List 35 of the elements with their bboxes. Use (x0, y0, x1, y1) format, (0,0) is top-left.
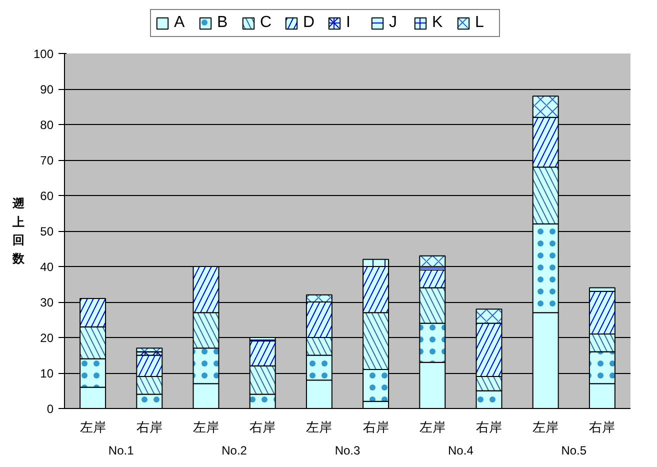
x-tick-label: 右岸 (476, 420, 502, 434)
y-tick-label: 0 (46, 402, 54, 416)
text: No.4 (448, 444, 474, 458)
text: No.2 (222, 444, 248, 458)
y-tick-label: 30 (40, 296, 54, 310)
legend-label: A (174, 14, 186, 32)
legend-label: K (432, 14, 444, 32)
y-tick-label: 70 (40, 154, 54, 168)
legend-label: C (260, 14, 273, 32)
x-tick-label: 左岸 (419, 420, 446, 434)
x-tick-label: 右岸 (136, 420, 162, 434)
legend-label: J (389, 14, 398, 32)
y-tick-label: 80 (40, 118, 54, 132)
text: No.5 (561, 444, 587, 458)
x-tick-label: 左岸 (306, 420, 332, 434)
y-tick-label: 40 (40, 260, 54, 274)
y-tick-label: 100 (33, 47, 54, 61)
y-axis-title: 遡上回数 (12, 196, 26, 266)
x-tick-label: 右岸 (589, 420, 616, 434)
x-tick-label: 右岸 (362, 420, 389, 434)
x-tick-label: 右岸 (250, 420, 276, 434)
x-tick-label: 左岸 (193, 420, 219, 434)
y-tick-label: 90 (40, 82, 54, 96)
legend-label: D (303, 14, 316, 32)
x-tick-label: 左岸 (80, 420, 106, 434)
text: No.1 (108, 444, 134, 458)
legend-label: I (346, 14, 352, 32)
y-tick-label: 10 (40, 366, 54, 380)
legend-label: B (217, 14, 229, 32)
x-tick-label: 左岸 (532, 420, 559, 434)
text: No.3 (334, 444, 360, 458)
legend-label: L (475, 14, 485, 32)
y-tick-label: 50 (40, 224, 54, 238)
y-tick-label: 20 (40, 331, 54, 345)
y-tick-label: 60 (40, 189, 54, 203)
